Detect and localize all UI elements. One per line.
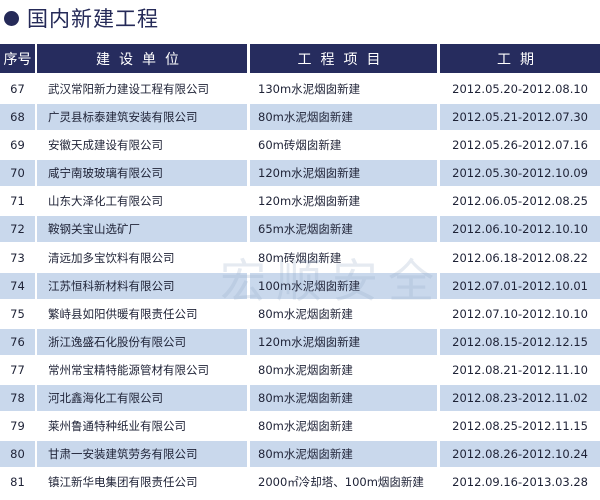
row-period: 2012.08.15-2012.12.15 — [440, 328, 600, 355]
row-period: 2012.06.10-2012.10.10 — [440, 216, 600, 243]
row-project: 120m水泥烟囱新建 — [250, 160, 437, 187]
row-unit: 安徽天成建设有限公司 — [48, 138, 163, 153]
row-project: 80m水泥烟囱新建 — [258, 306, 353, 321]
row-period: 2012.08.23-2012.11.02 — [440, 385, 600, 412]
table-row: 73 清远加多宝饮料有限公司 80m砖烟囱新建 2012.06.18-2012.08.… — [0, 244, 600, 272]
table-row: 80 甘肃一安装建筑劳务有限公司 80m水泥烟囱新建 2012.08.26-2012.… — [0, 440, 600, 468]
table-row: 74 江苏恒科新材料有限公司 100m水泥烟囱新建 2012.07.01-2012.1… — [0, 272, 600, 300]
row-period: 2012.05.30-2012.10.09 — [440, 160, 600, 187]
row-period: 2012.08.25-2012.11.15 — [452, 419, 588, 434]
row-project: 80m水泥烟囱新建 — [258, 362, 353, 377]
table-header: 序号 建设单位 工程项目 工期 — [0, 44, 600, 73]
row-no: 70 — [0, 160, 35, 187]
row-project: 120m水泥烟囱新建 — [250, 328, 437, 355]
row-unit: 广灵县标泰建筑安装有限公司 — [37, 104, 247, 131]
row-period: 2012.09.16-2013.03.28 — [452, 475, 588, 490]
row-unit: 咸宁南玻玻璃有限公司 — [37, 160, 247, 187]
row-unit: 甘肃一安装建筑劳务有限公司 — [37, 441, 247, 468]
section-title: 国内新建工程 — [4, 3, 159, 33]
row-no: 74 — [0, 272, 35, 299]
row-project: 80m砖烟囱新建 — [258, 250, 342, 265]
row-project: 80m水泥烟囱新建 — [250, 441, 437, 468]
row-period: 2012.05.21-2012.07.30 — [440, 104, 600, 131]
header-unit: 建设单位 — [37, 44, 247, 73]
row-project: 65m水泥烟囱新建 — [250, 216, 437, 243]
row-period: 2012.07.10-2012.10.10 — [452, 306, 588, 321]
row-unit: 莱州鲁通特种纸业有限公司 — [48, 419, 186, 434]
table-row: 72 鞍钢关宝山选矿厂 65m水泥烟囱新建 2012.06.10-2012.10.10 — [0, 215, 600, 243]
table-row: 71 山东大泽化工有限公司 120m水泥烟囱新建 2012.06.05-2012.08… — [0, 187, 600, 215]
row-period: 2012.05.26-2012.07.16 — [452, 138, 588, 153]
row-unit: 鞍钢关宝山选矿厂 — [37, 216, 247, 243]
row-project: 60m砖烟囱新建 — [258, 138, 342, 153]
row-no: 77 — [10, 362, 25, 377]
row-project: 100m水泥烟囱新建 — [250, 272, 437, 299]
section-title-text: 国内新建工程 — [27, 7, 159, 31]
row-period: 2012.06.05-2012.08.25 — [452, 194, 588, 209]
row-no: 73 — [10, 250, 25, 265]
row-no: 71 — [10, 194, 25, 209]
row-unit: 镇江新华电集团有限责任公司 — [48, 475, 198, 490]
table-row: 76 浙江逸盛石化股份有限公司 120m水泥烟囱新建 2012.08.15-2012.… — [0, 328, 600, 356]
row-project: 80m水泥烟囱新建 — [250, 385, 437, 412]
row-no: 68 — [0, 104, 35, 131]
table-row: 77 常州常宝精特能源管材有限公司 80m水泥烟囱新建 2012.08.21-2012… — [0, 356, 600, 384]
table-body: 67 武汉常阳新力建设工程有限公司 130m水泥烟囱新建 2012.05.20-201… — [0, 75, 600, 496]
row-unit: 河北鑫海化工有限公司 — [37, 385, 247, 412]
row-no: 78 — [0, 385, 35, 412]
header-no: 序号 — [0, 44, 35, 73]
row-project: 80m水泥烟囱新建 — [250, 104, 437, 131]
table-row: 68 广灵县标泰建筑安装有限公司 80m水泥烟囱新建 2012.05.21-2012.… — [0, 103, 600, 131]
header-period: 工期 — [440, 44, 600, 73]
row-no: 67 — [10, 82, 25, 96]
row-unit: 武汉常阳新力建设工程有限公司 — [48, 82, 209, 96]
table-row: 78 河北鑫海化工有限公司 80m水泥烟囱新建 2012.08.23-2012.11.… — [0, 384, 600, 412]
row-unit: 繁峙县如阳供暖有限责任公司 — [48, 306, 198, 321]
row-unit: 常州常宝精特能源管材有限公司 — [48, 362, 209, 377]
row-unit: 清远加多宝饮料有限公司 — [48, 250, 175, 265]
row-project: 2000㎡冷却塔、100m烟囱新建 — [258, 475, 424, 490]
table-row: 69 安徽天成建设有限公司 60m砖烟囱新建 2012.05.26-2012.07.1… — [0, 131, 600, 159]
row-period: 2012.08.21-2012.11.10 — [452, 362, 588, 377]
row-no: 72 — [0, 216, 35, 243]
table-row: 70 咸宁南玻玻璃有限公司 120m水泥烟囱新建 2012.05.30-2012.10… — [0, 159, 600, 187]
bullet-icon — [4, 10, 19, 26]
row-no: 80 — [0, 441, 35, 468]
row-no: 81 — [10, 475, 25, 490]
row-period: 2012.06.18-2012.08.22 — [452, 250, 588, 265]
row-project: 120m水泥烟囱新建 — [258, 194, 361, 209]
table-row: 79 莱州鲁通特种纸业有限公司 80m水泥烟囱新建 2012.08.25-2012.1… — [0, 412, 600, 440]
row-project: 80m水泥烟囱新建 — [258, 419, 353, 434]
table-row: 81 镇江新华电集团有限责任公司 2000㎡冷却塔、100m烟囱新建 2012.09.… — [0, 468, 600, 496]
header-project: 工程项目 — [250, 44, 437, 73]
row-no: 79 — [10, 419, 25, 434]
row-unit: 山东大泽化工有限公司 — [48, 194, 163, 209]
row-period: 2012.05.20-2012.08.10 — [452, 82, 588, 96]
row-period: 2012.08.26-2012.10.24 — [440, 441, 600, 468]
row-no: 76 — [0, 328, 35, 355]
row-no: 69 — [10, 138, 25, 153]
table-row: 67 武汉常阳新力建设工程有限公司 130m水泥烟囱新建 2012.05.20-201… — [0, 75, 600, 103]
row-no: 75 — [10, 306, 25, 321]
row-period: 2012.07.01-2012.10.01 — [440, 272, 600, 299]
row-project: 130m水泥烟囱新建 — [258, 82, 361, 96]
table-row: 75 繁峙县如阳供暖有限责任公司 80m水泥烟囱新建 2012.07.10-2012.… — [0, 300, 600, 328]
row-unit: 浙江逸盛石化股份有限公司 — [37, 328, 247, 355]
row-unit: 江苏恒科新材料有限公司 — [37, 272, 247, 299]
